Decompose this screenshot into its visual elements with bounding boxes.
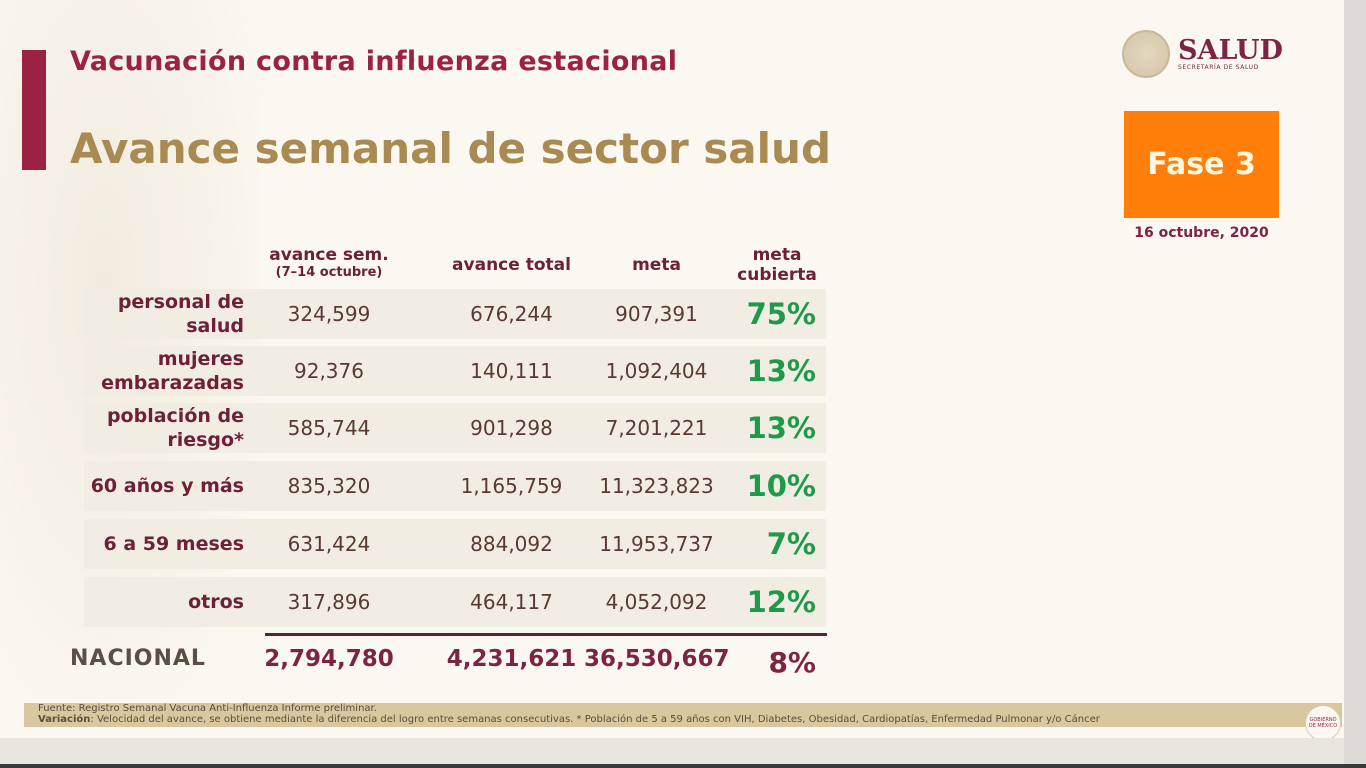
coverage-value: 75% — [746, 297, 816, 331]
weekly-value: 317,896 — [287, 590, 371, 614]
table-row: 6 a 59 meses 631,424 884,092 11,953,737 … — [84, 519, 826, 569]
seal-icon — [1122, 30, 1170, 78]
goal-value: 4,052,092 — [605, 590, 708, 614]
goal-value: 907,391 — [615, 302, 698, 326]
slide-subtitle: Vacunación contra influenza estacional — [70, 46, 678, 77]
accent-bar — [22, 50, 46, 170]
coverage-value: 12% — [746, 585, 816, 619]
gobierno-logo: GOBIERNO DE MÉXICO — [1305, 705, 1341, 738]
logo-brand: SALUD — [1178, 34, 1283, 66]
weekly-value: 835,320 — [287, 474, 371, 498]
goal-value: 11,323,823 — [599, 474, 714, 498]
row-label: otros — [188, 591, 244, 613]
footer-variation: Variación: Velocidad del avance, se obti… — [38, 714, 1100, 725]
phase-badge: Fase 3 — [1124, 111, 1279, 218]
total-label: NACIONAL — [70, 646, 206, 671]
weekly-value: 631,424 — [287, 532, 371, 556]
coverage-value: 13% — [746, 354, 816, 388]
row-label: población de riesgo* — [106, 405, 244, 451]
row-label: mujeres embarazadas — [101, 348, 244, 394]
table-row: mujeres embarazadas 92,376 140,111 1,092… — [84, 346, 826, 396]
goal-value: 7,201,221 — [605, 416, 708, 440]
header-total: avance total — [452, 255, 571, 275]
logo-sub: SECRETARÍA DE SALUD — [1178, 63, 1259, 71]
total-goal: 36,530,667 — [584, 646, 730, 672]
slide: Vacunación contra influenza estacional A… — [0, 0, 1344, 738]
total-value: 676,244 — [470, 302, 553, 326]
goal-value: 1,092,404 — [605, 359, 708, 383]
coverage-value: 10% — [746, 469, 816, 503]
header-coverage: meta cubierta — [737, 245, 817, 285]
footer-source: Fuente: Registro Semanal Vacuna Anti-Inf… — [38, 703, 377, 714]
total-value: 1,165,759 — [460, 474, 563, 498]
table-row: personal de salud 324,599 676,244 907,39… — [84, 289, 826, 339]
row-label: 6 a 59 meses — [103, 533, 244, 555]
salud-logo: SALUD SECRETARÍA DE SALUD — [1122, 30, 1283, 78]
footer-notes: Fuente: Registro Semanal Vacuna Anti-Inf… — [24, 703, 1342, 727]
table-row: población de riesgo* 585,744 901,298 7,2… — [84, 403, 826, 453]
total-weekly: 2,794,780 — [264, 646, 394, 672]
row-label: 60 años y más — [90, 475, 244, 497]
coverage-value: 13% — [746, 411, 816, 445]
total-coverage: 8% — [768, 646, 816, 679]
total-cumulative: 4,231,621 — [446, 646, 577, 672]
weekly-value: 92,376 — [294, 359, 364, 383]
goal-value: 11,953,737 — [599, 532, 714, 556]
total-value: 884,092 — [470, 532, 553, 556]
coverage-value: 7% — [766, 527, 816, 561]
total-value: 464,117 — [470, 590, 553, 614]
total-value: 140,111 — [470, 359, 553, 383]
frame-right — [1344, 0, 1366, 768]
header-goal: meta — [632, 255, 681, 275]
total-divider — [265, 633, 827, 636]
weekly-value: 324,599 — [287, 302, 371, 326]
row-label: personal de salud — [117, 291, 244, 337]
header-weekly: avance sem. (7–14 octubre) — [269, 245, 389, 280]
date: 16 octubre, 2020 — [1134, 225, 1269, 241]
table-row: 60 años y más 835,320 1,165,759 11,323,8… — [84, 461, 826, 511]
frame-bottom — [0, 764, 1366, 768]
slide-title: Avance semanal de sector salud — [70, 124, 832, 173]
total-value: 901,298 — [470, 416, 553, 440]
table-row: otros 317,896 464,117 4,052,092 12% — [84, 577, 826, 627]
weekly-value: 585,744 — [287, 416, 371, 440]
